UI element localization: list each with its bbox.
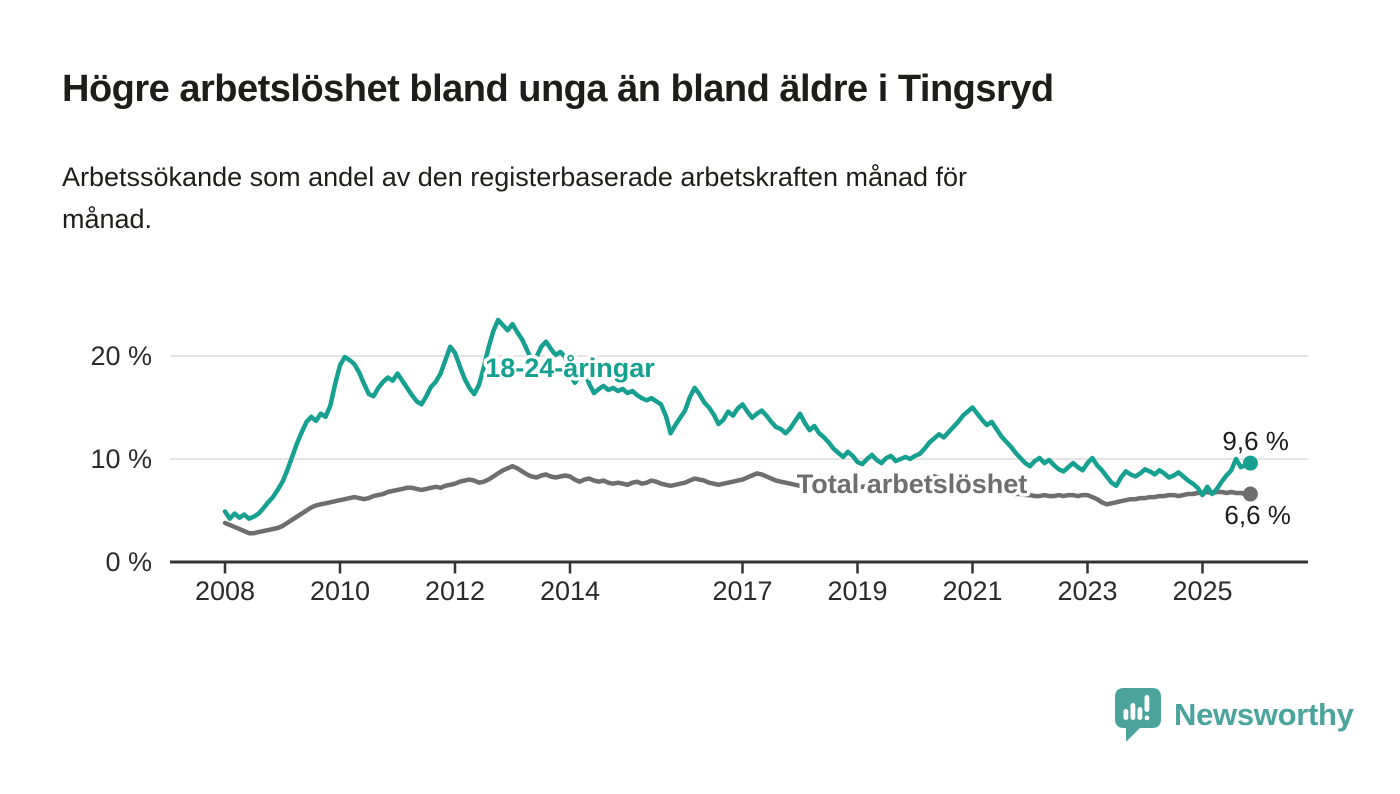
x-tick-label: 2014 [540,576,600,606]
x-tick-label: 2017 [712,576,772,606]
series-label: Total arbetslöshet [797,469,1028,499]
series-lines [222,317,1253,536]
end-dot [1242,455,1258,471]
subtitle-line-2: månad. [62,204,153,234]
series-line-youth [222,317,1253,521]
end-value-label: 6,6 % [1224,500,1291,530]
x-tick-label: 2021 [942,576,1002,606]
gridlines [170,355,1308,460]
x-tick-label: 2025 [1172,576,1232,606]
x-tick-label: 2023 [1057,576,1117,606]
subtitle-line-1: Arbetssökande som andel av den registerb… [62,162,968,192]
series-label: 18-24-åringar [485,353,655,383]
page-title: Högre arbetslöshet bland unga än bland ä… [62,68,1054,110]
y-tick-label: 0 % [105,547,152,577]
end-dots-and-value-labels: 9,6 % 6,6 % [1222,426,1291,530]
y-tick-label: 20 % [90,341,152,371]
x-tick-label: 2019 [827,576,887,606]
x-tick-label: 2008 [195,576,255,606]
end-dot [1242,486,1258,502]
y-tick-label: 10 % [90,444,152,474]
series-line-total [222,463,1253,536]
bar-chart-glyph [1123,695,1150,721]
x-tick-label: 2010 [310,576,370,606]
newsworthy-logo: Newsworthy [1113,686,1354,743]
x-axis [170,560,1308,574]
chart-subtitle: Arbetssökande som andel av den registerb… [62,156,1352,240]
axis-and-series-labels: 0 % 10 % 20 % 2008 2010 2012 2014 2017 2019 2021 2… [90,341,1232,606]
x-tick-label: 2012 [425,576,485,606]
newsworthy-logo-icon [1115,688,1161,742]
end-value-label: 9,6 % [1222,426,1289,456]
newsworthy-logo-text: Newsworthy [1174,696,1354,732]
